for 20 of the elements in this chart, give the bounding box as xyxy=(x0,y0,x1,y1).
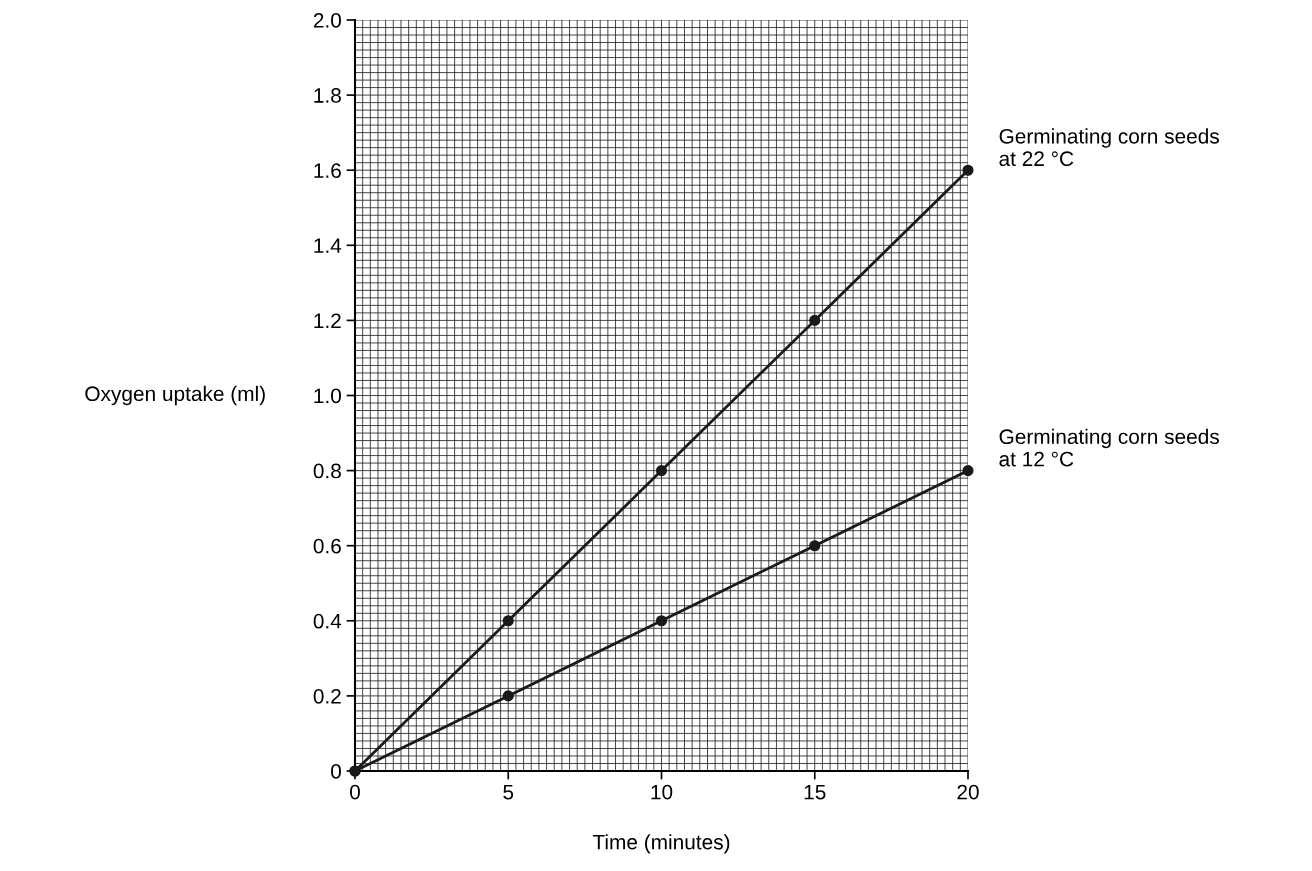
x-tick-label: 15 xyxy=(804,784,826,800)
y-tick-label: 2.0 xyxy=(313,13,341,28)
y-tick-label: 1.0 xyxy=(314,388,341,404)
y-tick-label: 0.2 xyxy=(313,688,341,704)
x-axis-title: Time (minutes) xyxy=(592,834,730,854)
y-axis-title: Oxygen uptake (ml) xyxy=(85,385,265,406)
x-tick-label: 0 xyxy=(350,784,360,800)
x-tick-label: 10 xyxy=(651,784,673,800)
y-tick-label: 0.8 xyxy=(313,463,341,479)
x-tick-label: 5 xyxy=(503,784,514,800)
y-tick-label: 0.6 xyxy=(313,538,341,554)
y-tick-label: 0 xyxy=(331,764,341,779)
series-label: Germinating corn seeds at 12 °C xyxy=(999,428,1219,467)
y-tick-label: 1.8 xyxy=(314,88,341,103)
y-tick-label: 1.2 xyxy=(314,313,341,328)
series-label: Germinating corn seeds at 22 °C xyxy=(999,128,1219,167)
y-tick-label: 1.4 xyxy=(314,238,342,253)
y-tick-label: 0.4 xyxy=(313,613,342,629)
x-tick-label: 20 xyxy=(957,784,979,800)
y-tick-label: 1.6 xyxy=(314,163,341,178)
